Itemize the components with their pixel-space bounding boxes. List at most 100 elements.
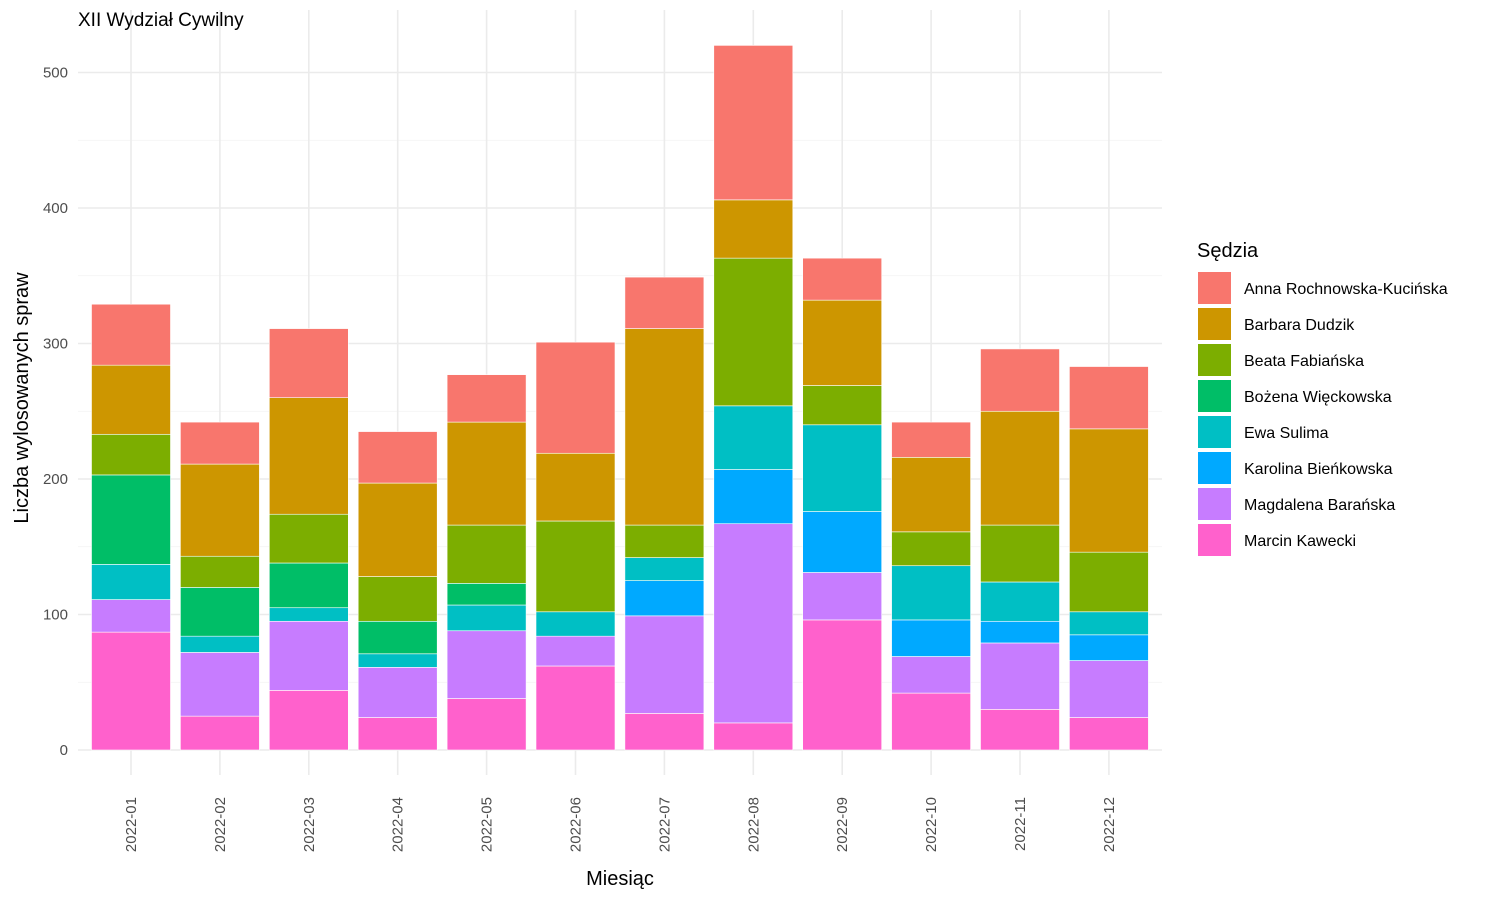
bar-segment: [802, 572, 883, 621]
legend-swatch: [1198, 344, 1231, 376]
legend-label: Bożena Więckowska: [1244, 389, 1392, 406]
bar-segment: [713, 257, 794, 407]
bar-segment: [180, 555, 260, 588]
y-tick-label: 200: [43, 471, 68, 488]
bar-segment: [535, 341, 616, 454]
legend-label: Magdalena Barańska: [1244, 497, 1395, 514]
bar-segment: [891, 692, 971, 751]
x-tick-label: 2022-01: [123, 797, 140, 852]
bar-segment: [1069, 717, 1149, 751]
bar-segment: [357, 653, 438, 668]
chart-title: XII Wydział Cywilny: [78, 10, 244, 31]
bar-segment: [1069, 634, 1149, 661]
bar-segment: [357, 576, 438, 622]
bar-segment: [91, 474, 171, 565]
x-tick-label: 2022-02: [212, 797, 229, 852]
bar-segment: [268, 513, 349, 564]
bar-segment: [624, 328, 705, 526]
x-tick-label: 2022-05: [479, 797, 496, 852]
legend-label: Anna Rochnowska-Kucińska: [1244, 281, 1448, 298]
bar-segment: [91, 303, 171, 366]
bar-segment: [713, 523, 794, 724]
bar-segment: [91, 364, 171, 435]
bar-segment: [268, 397, 349, 515]
x-axis-ticks: 2022-01 2022-02 2022-03 2022-04 2022-05 2022-…: [123, 797, 1118, 852]
bar-segment: [624, 580, 705, 617]
bar-segment: [535, 665, 616, 751]
bar-segment: [180, 715, 260, 751]
bar-segment: [713, 405, 794, 470]
bar-segment: [268, 620, 349, 691]
bar-segment: [891, 565, 971, 621]
bar-segment: [1069, 660, 1149, 718]
bar-segment: [624, 615, 705, 714]
x-tick-label: 2022-04: [390, 797, 407, 852]
bar-segment: [980, 410, 1060, 526]
y-axis-ticks: 0 100 200 300 400 500: [43, 65, 68, 760]
x-tick-label: 2022-03: [301, 797, 318, 852]
y-tick-label: 500: [43, 65, 68, 82]
bar-segment: [357, 717, 438, 751]
legend-label: Ewa Sulima: [1244, 425, 1329, 442]
bar-segment: [891, 619, 971, 657]
bar-segment: [980, 709, 1060, 751]
bar-segment: [446, 421, 527, 526]
legend-items: Anna Rochnowska-Kucińska Barbara Dudzik Be…: [1198, 272, 1448, 556]
bars-layer: [91, 45, 1149, 751]
legend-label: Barbara Dudzik: [1244, 317, 1355, 334]
bar-segment: [802, 424, 883, 512]
legend-swatch: [1198, 308, 1231, 340]
bar-segment: [180, 463, 260, 557]
bar-segment: [446, 698, 527, 751]
bar-segment: [802, 385, 883, 426]
legend-swatch: [1198, 416, 1231, 448]
bar-segment: [91, 631, 171, 751]
bar-segment: [91, 433, 171, 476]
bar-segment: [91, 564, 171, 600]
legend-title: Sędzia: [1197, 240, 1259, 262]
bar-segment: [1069, 551, 1149, 613]
x-tick-label: 2022-12: [1101, 797, 1118, 852]
y-tick-label: 300: [43, 336, 68, 353]
bar-segment: [357, 482, 438, 577]
x-tick-label: 2022-11: [1012, 797, 1029, 851]
legend-swatch: [1198, 452, 1231, 484]
bar-segment: [1069, 366, 1149, 430]
bar-segment: [446, 604, 527, 632]
y-axis-title: Liczba wylosowanych spraw: [11, 272, 33, 524]
bar-segment: [891, 421, 971, 458]
bar-segment: [180, 421, 260, 465]
bar-segment: [535, 611, 616, 637]
bar-segment: [624, 557, 705, 581]
bar-segment: [980, 524, 1060, 583]
bar-segment: [624, 524, 705, 558]
legend-swatch: [1198, 380, 1231, 412]
bar-segment: [268, 328, 349, 399]
bar-segment: [357, 620, 438, 655]
bar-segment: [713, 199, 794, 259]
bar-segment: [446, 630, 527, 699]
bar-segment: [891, 531, 971, 567]
bar-segment: [891, 457, 971, 533]
x-tick-label: 2022-10: [923, 797, 940, 852]
legend-swatch: [1198, 524, 1231, 556]
bar-segment: [268, 562, 349, 609]
bar-segment: [268, 690, 349, 751]
bar-segment: [713, 469, 794, 525]
legend-label: Marcin Kawecki: [1244, 533, 1356, 550]
legend-label: Karolina Bieńkowska: [1244, 461, 1393, 478]
bar-segment: [535, 520, 616, 613]
bar-segment: [980, 581, 1060, 622]
bar-segment: [624, 713, 705, 751]
x-tick-label: 2022-08: [745, 797, 762, 852]
bar-segment: [180, 635, 260, 653]
bar-segment: [535, 452, 616, 522]
bar-segment: [713, 45, 794, 201]
bar-segment: [268, 607, 349, 622]
bar-segment: [891, 656, 971, 694]
bar-segment: [1069, 611, 1149, 636]
bar-segment: [802, 299, 883, 386]
bar-segment: [980, 348, 1060, 412]
x-tick-label: 2022-06: [568, 797, 585, 852]
